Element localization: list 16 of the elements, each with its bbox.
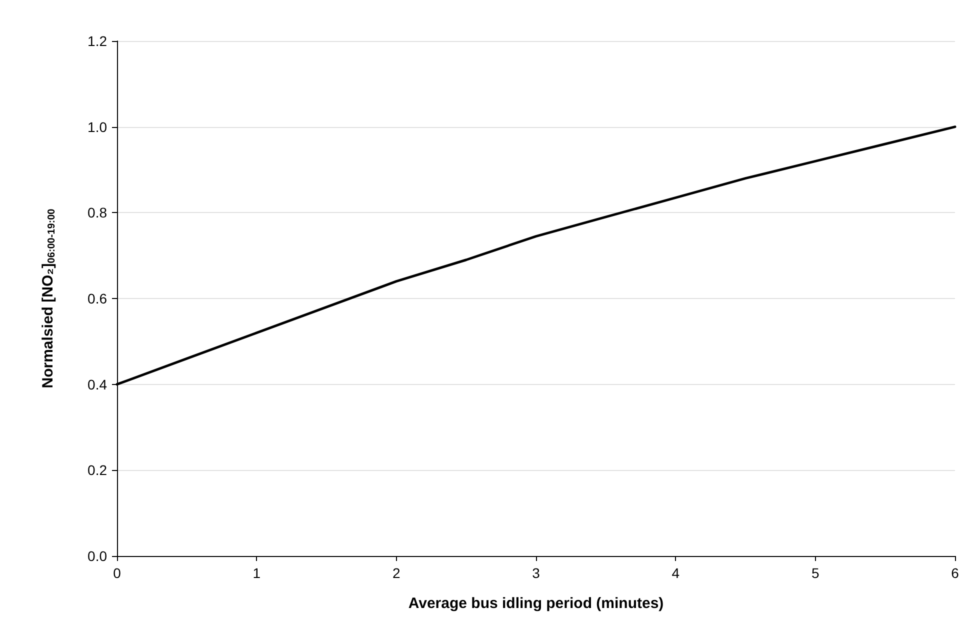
x-tick-label: 3 (532, 565, 540, 581)
x-tick-label: 4 (672, 565, 680, 581)
y-tick-label: 0.8 (88, 204, 108, 221)
y-tick-label: 0.0 (88, 548, 108, 564)
y-tick-label: 1.2 (88, 33, 108, 49)
x-tick-label: 2 (392, 565, 400, 581)
y-tick-label: 1.0 (88, 118, 108, 135)
y-tick-label: 0.6 (88, 290, 108, 306)
y-tick-label: 0.2 (88, 462, 108, 478)
x-tick-label: 0 (113, 565, 122, 581)
y-axis-title: Normalsied [NO₂]06:00-19:00 (40, 208, 58, 388)
x-axis-title: Average bus idling period (minutes) (408, 595, 664, 612)
y-tick-label: 0.4 (88, 376, 108, 392)
x-tick-label: 6 (951, 565, 960, 581)
x-tick-label: 5 (811, 565, 820, 581)
x-tick-label: 1 (252, 565, 261, 581)
